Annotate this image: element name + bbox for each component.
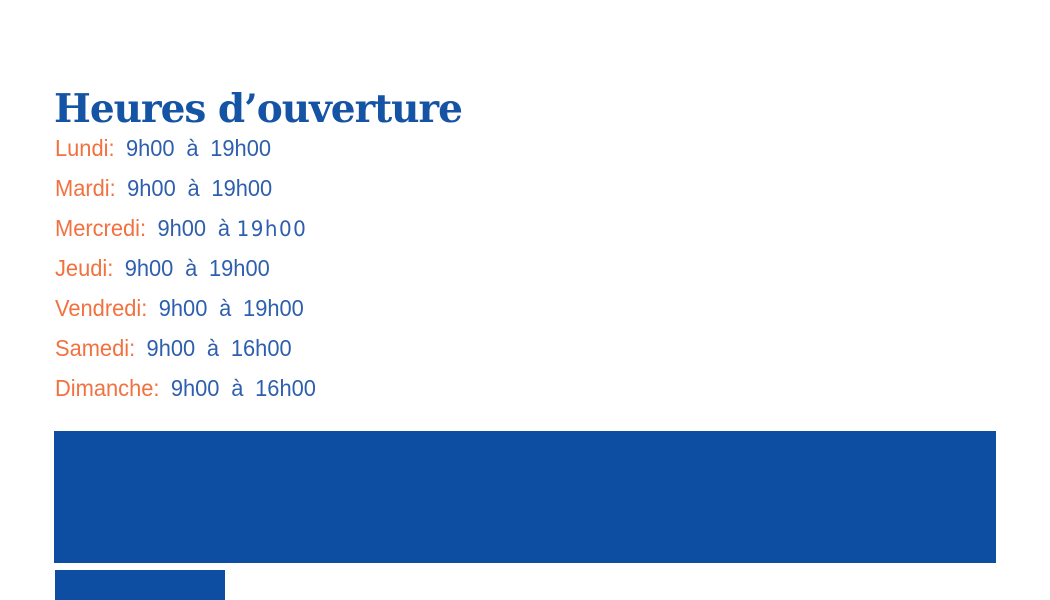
hours-list: Lundi: 9h00 à 19h00 Mardi: 9h00 à 19h00 Me…	[55, 128, 316, 408]
hour-row: Mardi: 9h00 à 19h00	[55, 168, 316, 208]
time-value: 9h00 à	[157, 215, 231, 241]
day-label: Dimanche:	[55, 375, 160, 401]
time-value: 9h00 à 16h00	[170, 375, 316, 401]
time-value: 9h00 à 19h00	[158, 295, 304, 321]
hour-row: Jeudi: 9h00 à 19h00	[55, 248, 316, 288]
day-label: Lundi:	[55, 135, 115, 161]
time-value-alt: 19h00	[236, 217, 308, 241]
day-label: Mercredi:	[55, 215, 147, 241]
hour-row: Vendredi: 9h00 à 19h00	[55, 288, 316, 328]
hour-row: Mercredi: 9h00 à 19h00	[55, 208, 316, 248]
day-label: Mardi:	[55, 175, 116, 201]
day-label: Vendredi:	[55, 295, 148, 321]
hour-row: Lundi: 9h00 à 19h00	[55, 128, 316, 168]
time-value: 9h00 à 19h00	[125, 135, 272, 161]
bottom-banner	[54, 431, 996, 563]
time-value: 9h00 à 16h00	[146, 335, 292, 361]
time-value: 9h00 à 19h00	[124, 255, 270, 281]
time-value: 9h00 à 19h00	[127, 175, 273, 201]
hour-row: Samedi: 9h00 à 16h00	[55, 328, 316, 368]
page-title: Heures d’ouverture	[54, 86, 463, 133]
footer-partial-block	[55, 570, 225, 600]
hour-row: Dimanche: 9h00 à 16h00	[55, 368, 316, 408]
day-label: Jeudi:	[55, 255, 114, 281]
day-label: Samedi:	[55, 335, 136, 361]
